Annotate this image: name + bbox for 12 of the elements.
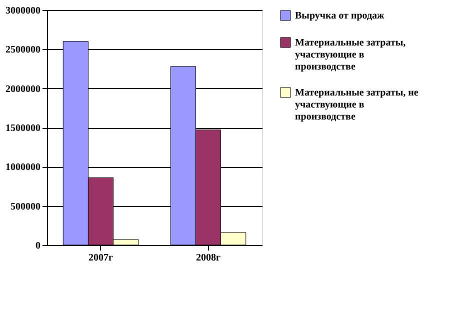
y-tick-label: 2000000 [6, 84, 40, 95]
y-tick-label: 0 [36, 240, 40, 252]
y-tick-label: 2500000 [6, 44, 40, 56]
x-tick-label: 2007г [88, 252, 114, 264]
y-tick-label: 500000 [10, 201, 40, 212]
x-tick-label: 2008г [196, 252, 221, 264]
y-tick-label: 3000000 [6, 6, 40, 16]
legend-label: Материальные затраты, не участвующие в производстве [295, 88, 419, 122]
y-tick-label: 1500000 [6, 123, 40, 134]
legend-label: Выручка от продаж [295, 10, 386, 22]
y-tick-label: 1000000 [6, 162, 40, 174]
legend-label: Материальные затраты, участвующие в производстве [295, 38, 406, 72]
